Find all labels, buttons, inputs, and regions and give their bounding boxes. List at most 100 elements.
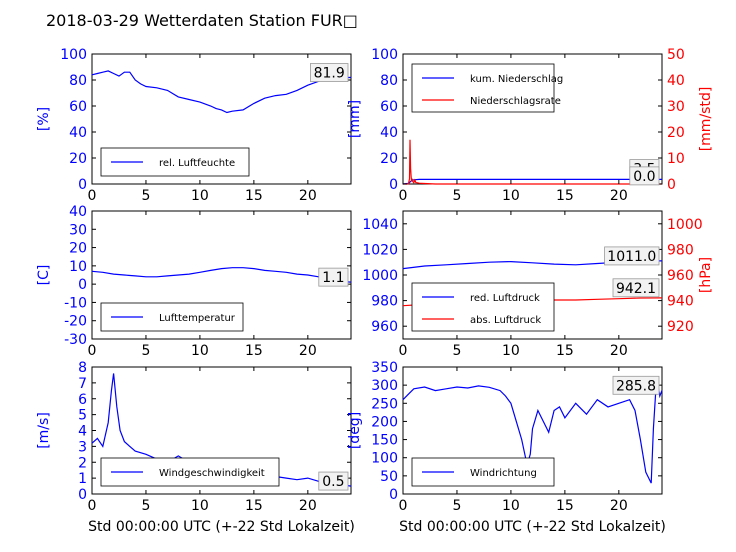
temperature-x-tick-label: 15 [245,343,263,359]
humidity-value-annotation-box [309,63,349,82]
humidity-series-line [91,70,352,114]
winddirection-legend-label: Windrichtung [470,468,537,479]
pressure-x-tick-label: 0 [399,343,408,359]
precipitation-x-tick-label: 0 [399,188,408,204]
pressure-y-right-tick-label: 920 [667,319,694,335]
pressure-y-right-tick-label: 980 [667,242,694,258]
winddirection-y-tick-label: 250 [371,396,398,412]
windspeed-y-tick-label: 0 [78,487,87,503]
winddirection-y-tick-label: 300 [371,378,398,394]
pressure-y-tick-label: 980 [371,294,398,310]
pressure-value-annotation: 1011.0 [607,249,656,265]
windspeed-y-tick-label: 6 [78,392,87,408]
winddirection-value-annotation-box [612,375,660,395]
precipitation-y-right-tick-label: 30 [667,99,685,115]
winddirection-series-line [402,377,663,484]
humidity-y-axis-label: [%] [36,107,52,131]
winddirection-y-tick-label: 150 [371,433,398,449]
pressure-y-tick-label: 1000 [362,268,398,284]
winddirection-x-tick-label: 0 [399,498,408,514]
humidity-y-tick-label: 100 [60,47,87,63]
temperature-x-tick-label: 10 [191,343,209,359]
windspeed-y-axis-label: [m/s] [36,412,52,449]
windspeed-x-axis-label: Std 00:00:00 UTC (+-22 Std Lokalzeit) [88,519,355,535]
humidity-x-tick-label: 20 [299,188,317,204]
precipitation-y-right-tick-label: 0 [667,177,676,193]
temperature-x-tick-label: 5 [141,343,150,359]
precipitation-y-right-tick-label: 20 [667,125,685,141]
pressure-y-tick-label: 960 [371,319,398,335]
winddirection-y-tick-label: 0 [389,487,398,503]
pressure-legend-label: abs. Luftdruck [470,315,541,326]
humidity-x-tick-label: 15 [245,188,263,204]
temperature-value-annotation-box [318,267,349,287]
winddirection-y-tick-label: 350 [371,360,398,376]
precipitation-y-right-axis-label: [mm/std] [698,87,714,152]
precipitation-y-tick-label: 80 [380,73,398,89]
windspeed-x-tick-label: 10 [191,498,209,514]
windspeed-y-tick-label: 7 [78,376,87,392]
temperature-y-axis-label: [C] [36,265,52,286]
precipitation-x-tick-label: 15 [556,188,574,204]
pressure-y-tick-label: 1020 [362,242,398,258]
precipitation-legend-label: kum. Niederschlag [470,74,563,85]
precipitation-value-annotation: 0.0 [633,169,655,185]
pressure-legend [411,282,555,332]
pressure-x-tick-label: 15 [556,343,574,359]
windspeed-y-tick-label: 8 [78,360,87,376]
temperature-y-tick-label: 30 [69,222,87,238]
humidity-legend-label: rel. Luftfeuchte [159,158,235,169]
temperature-value-annotation: 1.1 [322,270,344,286]
pressure-value-annotation-box [604,246,660,266]
windspeed-legend-label: Windgeschwindigkeit [159,468,265,479]
temperature-y-tick-label: -30 [64,332,87,348]
winddirection-x-tick-label: 10 [502,498,520,514]
precipitation-y-right-tick-label: 50 [667,47,685,63]
winddirection-x-tick-label: 15 [556,498,574,514]
windspeed-value-annotation: 0.5 [322,474,344,490]
precipitation-y-right-tick-label: 40 [667,73,685,89]
precipitation-y-axis-label: [mm] [347,100,363,138]
winddirection-x-axis-label: Std 00:00:00 UTC (+-22 Std Lokalzeit) [399,519,666,535]
temperature-y-tick-label: 20 [69,241,87,257]
humidity-x-tick-label: 5 [141,188,150,204]
temperature-y-tick-label: 0 [78,277,87,293]
pressure-x-tick-label: 10 [502,343,520,359]
precipitation-x-tick-label: 10 [502,188,520,204]
humidity-y-tick-label: 60 [69,99,87,115]
winddirection-x-tick-label: 5 [452,498,461,514]
pressure-value-annotation-box [612,278,660,298]
precipitation-legend [411,63,555,113]
precipitation-series-line [403,139,662,185]
winddirection-value-annotation: 285.8 [616,378,656,394]
humidity-x-tick-label: 0 [88,188,97,204]
pressure-y-tick-label: 1040 [362,217,398,233]
humidity-y-tick-label: 40 [69,125,87,141]
windspeed-y-tick-label: 1 [78,471,87,487]
humidity-y-tick-label: 80 [69,73,87,89]
temperature-x-tick-label: 20 [299,343,317,359]
temperature-y-tick-label: 10 [69,259,87,275]
pressure-y-right-axis-label: [hPa] [698,257,714,293]
pressure-x-tick-label: 20 [610,343,628,359]
pressure-value-annotation: 942.1 [616,281,656,297]
pressure-y-right-tick-label: 1000 [667,217,703,233]
temperature-y-tick-label: -20 [64,314,87,330]
winddirection-y-tick-label: 200 [371,414,398,430]
windspeed-x-tick-label: 0 [88,498,97,514]
windspeed-x-tick-label: 5 [141,498,150,514]
precipitation-value-annotation-box [629,166,660,186]
precipitation-x-tick-label: 5 [452,188,461,204]
windspeed-x-tick-label: 20 [299,498,317,514]
humidity-x-tick-label: 10 [191,188,209,204]
windspeed-value-annotation-box [318,471,349,491]
precipitation-y-tick-label: 0 [389,177,398,193]
temperature-y-tick-label: -10 [64,295,87,311]
winddirection-y-axis-label: [deg] [347,412,363,449]
windspeed-y-tick-label: 4 [78,424,87,440]
winddirection-x-tick-label: 20 [610,498,628,514]
precipitation-legend-label: Niederschlagsrate [470,96,561,107]
winddirection-y-tick-label: 50 [380,469,398,485]
windspeed-x-tick-label: 15 [245,498,263,514]
